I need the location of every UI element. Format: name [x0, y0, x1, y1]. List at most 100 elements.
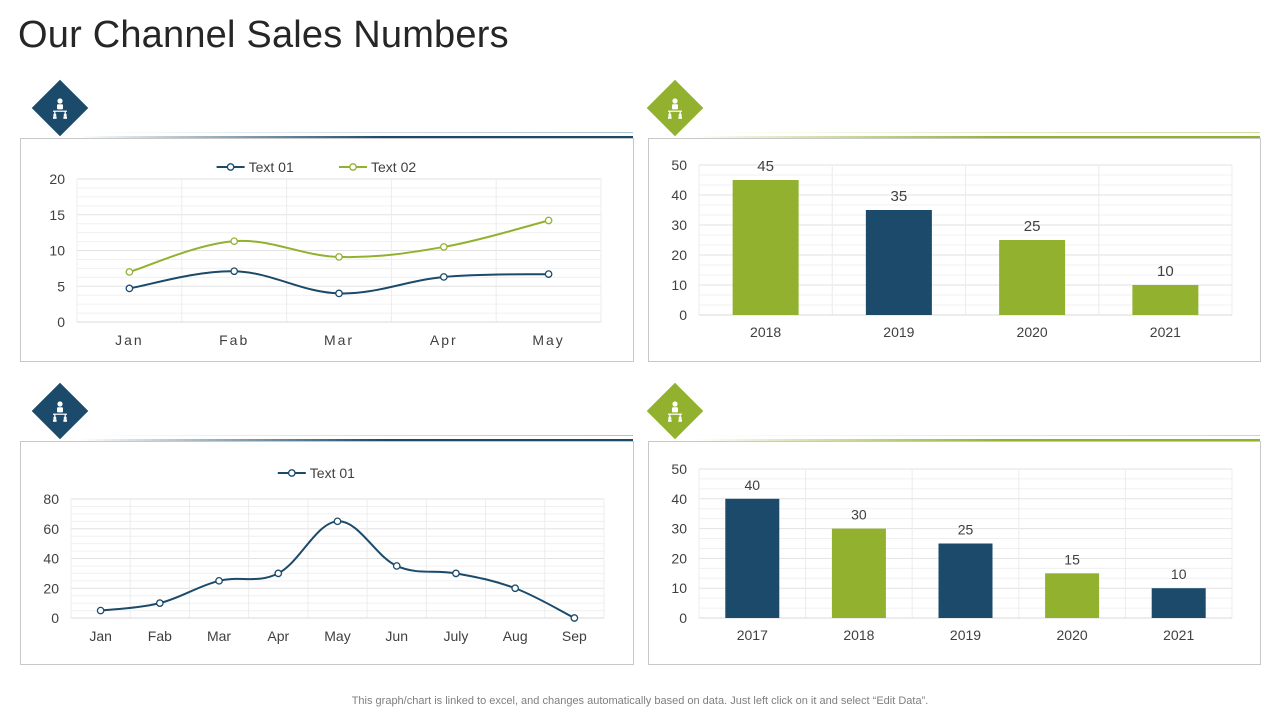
data-label: 10	[1157, 263, 1174, 280]
y-tick-label: 50	[671, 157, 687, 173]
section-4-badge	[646, 382, 704, 440]
bar	[865, 210, 932, 315]
line-chart-panel-1: 0 5 10 15 20 Jan Fab Mar Apr May Text 01 Text 02	[20, 138, 634, 362]
page-title: Our Channel Sales Numbers	[18, 14, 509, 56]
legend-marker	[349, 163, 357, 171]
y-tick-label: 0	[679, 307, 687, 323]
y-tick-label: 50	[671, 461, 687, 477]
x-tick-label: Aug	[503, 628, 528, 644]
y-tick-label: 15	[49, 207, 65, 223]
section-1-badge	[31, 79, 89, 137]
y-tick-label: 10	[671, 277, 687, 293]
bar	[725, 498, 780, 618]
x-tick-label: Jan	[89, 628, 112, 644]
bar	[938, 543, 993, 618]
x-tick-label: Fab	[219, 332, 249, 348]
org-chart-icon	[668, 401, 682, 422]
data-point	[544, 216, 553, 225]
y-tick-label: 40	[43, 551, 59, 567]
x-tick-label: July	[443, 628, 468, 644]
footer-note: This graph/chart is linked to excel, and…	[351, 695, 929, 707]
x-tick-label: 2020	[1057, 627, 1088, 643]
bar-chart-1: 0 10 20 30 40 50 2018 2019 2020 2021 45 35 25 10	[671, 157, 1233, 340]
x-tick-label: 2018	[843, 627, 874, 643]
data-point	[333, 517, 342, 526]
org-chart-icon	[53, 98, 67, 119]
y-tick-label: 5	[57, 278, 65, 294]
bar	[1132, 285, 1199, 315]
x-tick-label: Jan	[115, 332, 144, 348]
org-chart-icon	[668, 98, 682, 119]
y-tick-label: 20	[671, 247, 687, 263]
x-tick-label: Fab	[148, 628, 172, 644]
data-point	[439, 273, 448, 281]
x-tick-label: Jun	[385, 628, 408, 644]
y-tick-label: 0	[51, 610, 59, 626]
data-point	[230, 267, 239, 276]
data-point	[155, 599, 164, 607]
data-label: 30	[851, 507, 867, 523]
y-tick-label: 0	[57, 314, 65, 330]
bar-chart-panel-1: 0 10 20 30 40 50 2018 2019 2020 2021 45 35 25 10	[648, 138, 1261, 362]
y-tick-label: 20	[49, 171, 65, 187]
y-tick-label: 20	[43, 580, 59, 596]
x-tick-label: 2017	[737, 627, 768, 643]
legend-label: Text 02	[371, 159, 416, 175]
data-point	[230, 237, 239, 246]
bar	[1151, 588, 1206, 618]
bar-chart-panel-2: 0 10 20 30 40 50 2017 2018 2019 2020 2021 40 30 25 15 1…	[648, 441, 1261, 665]
x-tick-label: 2018	[750, 324, 781, 340]
bar	[1045, 573, 1100, 618]
y-tick-label: 10	[671, 580, 687, 596]
x-tick-label: Mar	[207, 628, 231, 644]
legend-marker	[287, 469, 296, 477]
bar	[831, 528, 886, 618]
legend-label: Text 01	[249, 159, 294, 175]
section-3-badge	[31, 382, 89, 440]
y-tick-label: 20	[671, 550, 687, 566]
x-tick-label: Sep	[562, 628, 587, 644]
section-2-badge	[646, 79, 704, 137]
data-point	[215, 576, 223, 585]
line-chart-panel-2: 0 20 40 60 80 Jan Fab Mar Apr May Jun July Aug Sep Tex…	[20, 441, 634, 665]
y-tick-label: 0	[679, 610, 687, 626]
data-point	[335, 253, 343, 261]
data-label: 10	[1171, 566, 1187, 582]
bar-chart-2: 0 10 20 30 40 50 2017 2018 2019 2020 2021 40 30 25 15 1…	[671, 461, 1233, 643]
x-tick-label: Mar	[324, 332, 354, 348]
data-point	[392, 562, 401, 570]
data-point	[511, 584, 520, 593]
data-label: 25	[1024, 218, 1041, 235]
y-tick-label: 30	[671, 521, 687, 537]
x-tick-label: 2019	[950, 627, 981, 643]
x-tick-label: 2019	[883, 324, 914, 340]
data-label: 45	[757, 158, 774, 175]
line-chart-1: 0 5 10 15 20 Jan Fab Mar Apr May Text 01 Text 02	[49, 159, 602, 348]
data-label: 35	[891, 188, 908, 205]
x-tick-label: Apr	[430, 332, 458, 348]
org-chart-icon	[53, 401, 67, 422]
y-tick-label: 10	[49, 243, 65, 259]
series-line	[129, 219, 549, 273]
x-tick-label: May	[324, 628, 350, 644]
data-point	[96, 606, 105, 615]
x-tick-label: Apr	[267, 628, 289, 644]
y-tick-label: 40	[671, 491, 687, 507]
data-point	[335, 289, 343, 298]
legend-marker	[226, 163, 235, 171]
bar	[732, 180, 799, 315]
line-chart-2: 0 20 40 60 80 Jan Fab Mar Apr May Jun July Aug Sep Tex…	[43, 465, 605, 644]
data-point	[274, 569, 283, 578]
data-label: 40	[745, 477, 761, 493]
y-tick-label: 40	[671, 187, 687, 203]
x-tick-label: May	[532, 332, 564, 348]
data-point	[439, 243, 448, 251]
data-point	[544, 270, 553, 278]
data-label: 25	[958, 522, 974, 538]
legend-label: Text 01	[310, 465, 355, 481]
data-label: 15	[1064, 551, 1080, 567]
bar	[999, 240, 1066, 315]
data-point	[570, 614, 579, 622]
data-point	[125, 268, 134, 276]
x-tick-label: 2021	[1150, 324, 1181, 340]
